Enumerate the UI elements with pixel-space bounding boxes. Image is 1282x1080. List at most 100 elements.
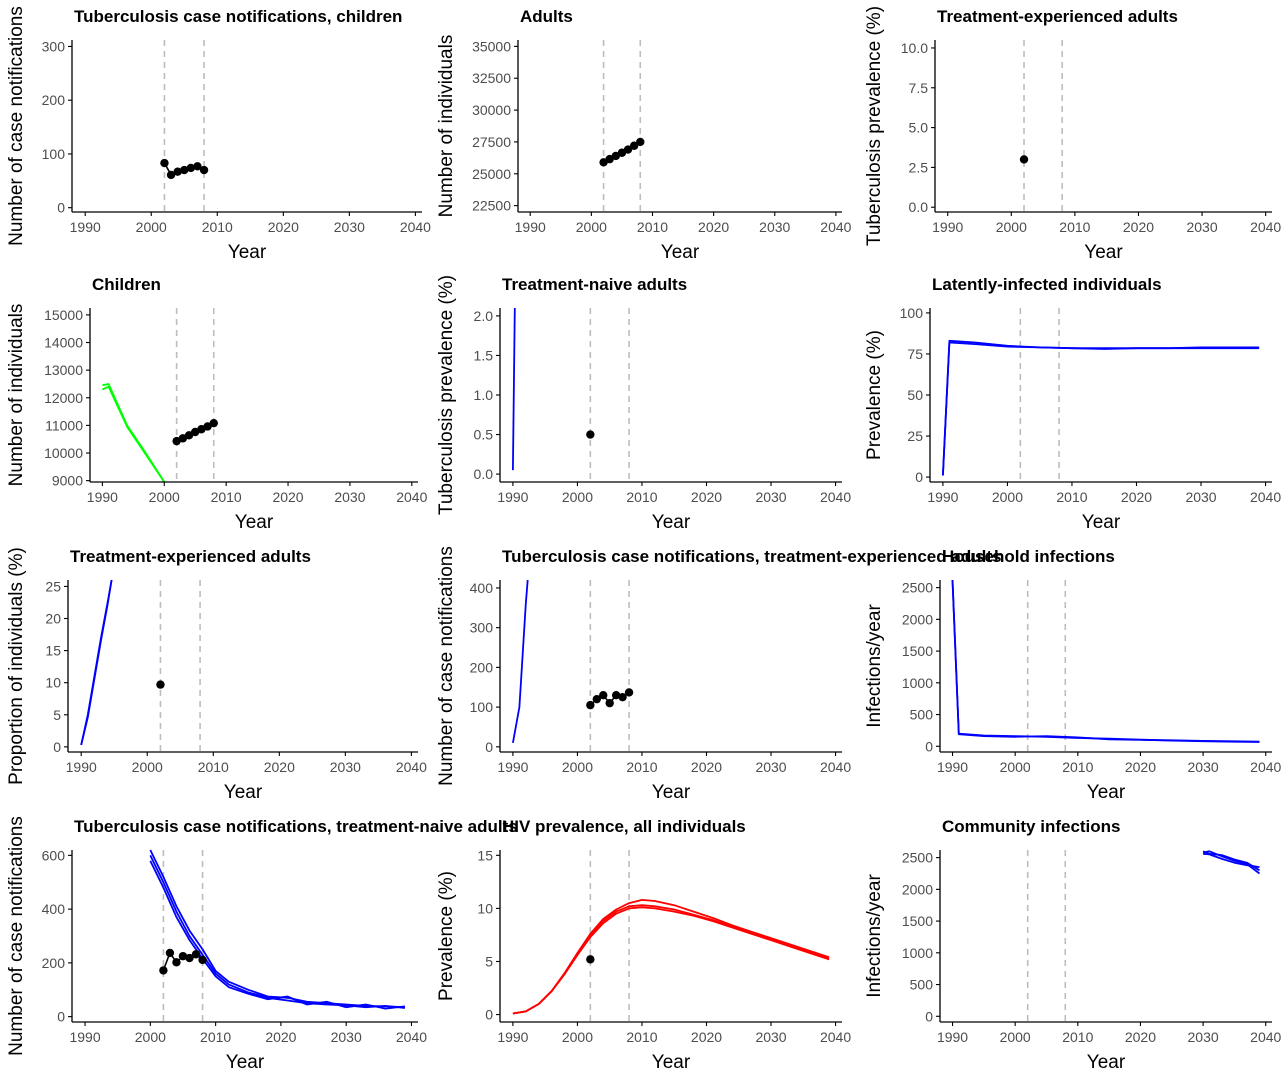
observed-point	[618, 692, 627, 702]
observed-point	[184, 431, 194, 440]
x-axis-label: Year	[228, 242, 267, 263]
x-axis-label: Year	[652, 1052, 691, 1073]
x-tick-label: 2020	[691, 489, 722, 505]
y-axis-label: Infections/year	[864, 874, 885, 998]
y-axis-label: Proportion of individuals (%)	[6, 547, 27, 785]
x-tick-label: 2000	[576, 219, 607, 235]
x-tick-label: 1990	[937, 1029, 968, 1045]
y-tick-label: 5	[53, 707, 61, 723]
x-tick-label: 2010	[626, 489, 657, 505]
y-tick-label: 5	[485, 953, 493, 969]
x-axis-label: Year	[235, 512, 274, 533]
y-tick-label: 10	[45, 675, 61, 691]
x-tick-label: 2030	[755, 1029, 786, 1045]
y-axis-label: Number of case notifications	[6, 816, 27, 1056]
y-axis-label: Tuberculosis prevalence (%)	[864, 6, 885, 246]
y-axis-label: Number of individuals	[436, 35, 457, 218]
x-axis-label: Year	[652, 782, 691, 803]
observed-point	[199, 165, 209, 175]
y-tick-label: 75	[907, 346, 923, 362]
panel-8: Tuberculosis case notifications, treatme…	[436, 546, 1001, 803]
x-axis-label: Year	[1087, 1052, 1126, 1073]
panel-6: Latently-infected individuals 1990 2000 201…	[864, 275, 1281, 533]
panel-title: Tuberculosis case notifications, treatme…	[502, 547, 1001, 566]
y-tick-label: 0.5	[474, 427, 494, 443]
y-tick-label: 0	[57, 200, 65, 216]
x-tick-label: 2020	[268, 219, 299, 235]
y-tick-label: 500	[910, 707, 934, 723]
observed-point	[629, 141, 639, 150]
series-line-1	[149, 849, 405, 1009]
observed-point	[599, 690, 608, 700]
x-tick-label: 2010	[626, 759, 657, 775]
y-tick-label: 25	[45, 578, 61, 594]
x-axis-label: Year	[1082, 512, 1121, 533]
y-tick-label: 10000	[44, 445, 83, 461]
y-tick-label: 0.0	[474, 466, 494, 482]
x-tick-label: 2040	[396, 1029, 427, 1045]
observed-point	[165, 948, 175, 958]
x-tick-label: 1990	[515, 219, 546, 235]
x-axis-label: Year	[661, 242, 700, 263]
y-tick-label: 0	[925, 738, 933, 754]
y-tick-label: 2500	[902, 850, 933, 866]
x-tick-label: 2000	[132, 759, 163, 775]
observed-point	[586, 430, 595, 439]
observed-point	[160, 158, 169, 168]
y-tick-label: 9000	[52, 473, 83, 489]
x-axis-label: Year	[652, 512, 691, 533]
observed-point	[1019, 155, 1029, 164]
x-tick-label: 2000	[149, 489, 180, 505]
series-line-1	[1202, 850, 1260, 872]
observed-point	[586, 700, 595, 710]
x-tick-label: 2000	[562, 489, 593, 505]
x-tick-label: 2040	[1250, 1029, 1281, 1045]
x-tick-label: 2020	[272, 489, 303, 505]
y-tick-label: 500	[910, 977, 934, 993]
x-tick-label: 2030	[755, 759, 786, 775]
observed-point	[636, 137, 645, 147]
y-tick-label: 200	[42, 92, 66, 108]
x-tick-label: 2020	[264, 759, 295, 775]
series-line-2	[102, 385, 166, 482]
x-tick-label: 2020	[698, 219, 729, 235]
y-tick-label: 300	[470, 620, 494, 636]
y-tick-label: 200	[470, 659, 494, 675]
observed-point	[586, 955, 595, 964]
x-tick-label: 2010	[202, 219, 233, 235]
series-line-2	[512, 899, 830, 1015]
y-tick-label: 400	[470, 580, 494, 596]
y-tick-label: 20	[45, 611, 61, 627]
x-tick-label: 2010	[626, 1029, 657, 1045]
y-tick-label: 25000	[472, 166, 511, 182]
observed-point	[605, 698, 614, 708]
y-tick-label: 12000	[44, 390, 83, 406]
x-tick-label: 2000	[1000, 759, 1031, 775]
y-tick-label: 14000	[44, 335, 83, 351]
series-line-1	[512, 579, 529, 744]
series-line-1	[512, 307, 516, 471]
observed-point	[172, 958, 181, 967]
y-tick-label: 1500	[902, 643, 933, 659]
x-tick-label: 1990	[932, 219, 963, 235]
x-tick-label: 2000	[562, 1029, 593, 1045]
y-tick-label: 0	[915, 469, 923, 485]
x-tick-label: 2010	[1062, 1029, 1093, 1045]
x-tick-label: 2030	[759, 219, 790, 235]
y-tick-label: 1000	[902, 675, 933, 691]
x-tick-label: 2000	[135, 1029, 166, 1045]
x-tick-label: 2040	[1250, 219, 1281, 235]
y-tick-label: 0	[57, 1009, 65, 1025]
x-tick-label: 2030	[331, 1029, 362, 1045]
observed-point	[173, 167, 182, 176]
x-tick-label: 2010	[1062, 759, 1093, 775]
x-tick-label: 2010	[1056, 489, 1087, 505]
x-tick-label: 2030	[330, 759, 361, 775]
observed-point	[592, 694, 601, 704]
y-tick-label: 15	[45, 643, 61, 659]
y-tick-label: 0	[485, 1007, 493, 1023]
y-tick-label: 25	[907, 428, 923, 444]
observed-point	[180, 165, 189, 175]
y-tick-label: 15	[477, 847, 493, 863]
